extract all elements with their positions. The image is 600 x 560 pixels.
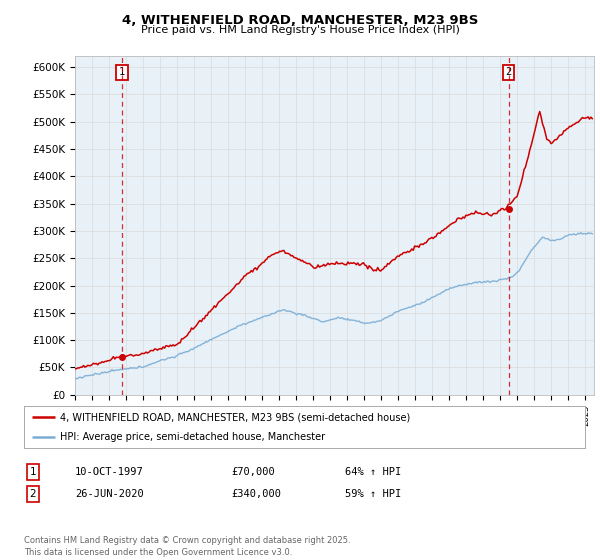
Text: 26-JUN-2020: 26-JUN-2020 [75, 489, 144, 499]
Text: Price paid vs. HM Land Registry's House Price Index (HPI): Price paid vs. HM Land Registry's House … [140, 25, 460, 35]
Text: 1: 1 [29, 467, 37, 477]
Text: 10-OCT-1997: 10-OCT-1997 [75, 467, 144, 477]
Text: 2: 2 [505, 67, 512, 77]
Text: 4, WITHENFIELD ROAD, MANCHESTER, M23 9BS (semi-detached house): 4, WITHENFIELD ROAD, MANCHESTER, M23 9BS… [61, 412, 411, 422]
Text: £340,000: £340,000 [231, 489, 281, 499]
Text: 59% ↑ HPI: 59% ↑ HPI [345, 489, 401, 499]
Text: £70,000: £70,000 [231, 467, 275, 477]
Text: Contains HM Land Registry data © Crown copyright and database right 2025.
This d: Contains HM Land Registry data © Crown c… [24, 536, 350, 557]
Text: 64% ↑ HPI: 64% ↑ HPI [345, 467, 401, 477]
Text: 4, WITHENFIELD ROAD, MANCHESTER, M23 9BS: 4, WITHENFIELD ROAD, MANCHESTER, M23 9BS [122, 14, 478, 27]
Text: 1: 1 [119, 67, 125, 77]
Text: HPI: Average price, semi-detached house, Manchester: HPI: Average price, semi-detached house,… [61, 432, 326, 442]
Text: 2: 2 [29, 489, 37, 499]
